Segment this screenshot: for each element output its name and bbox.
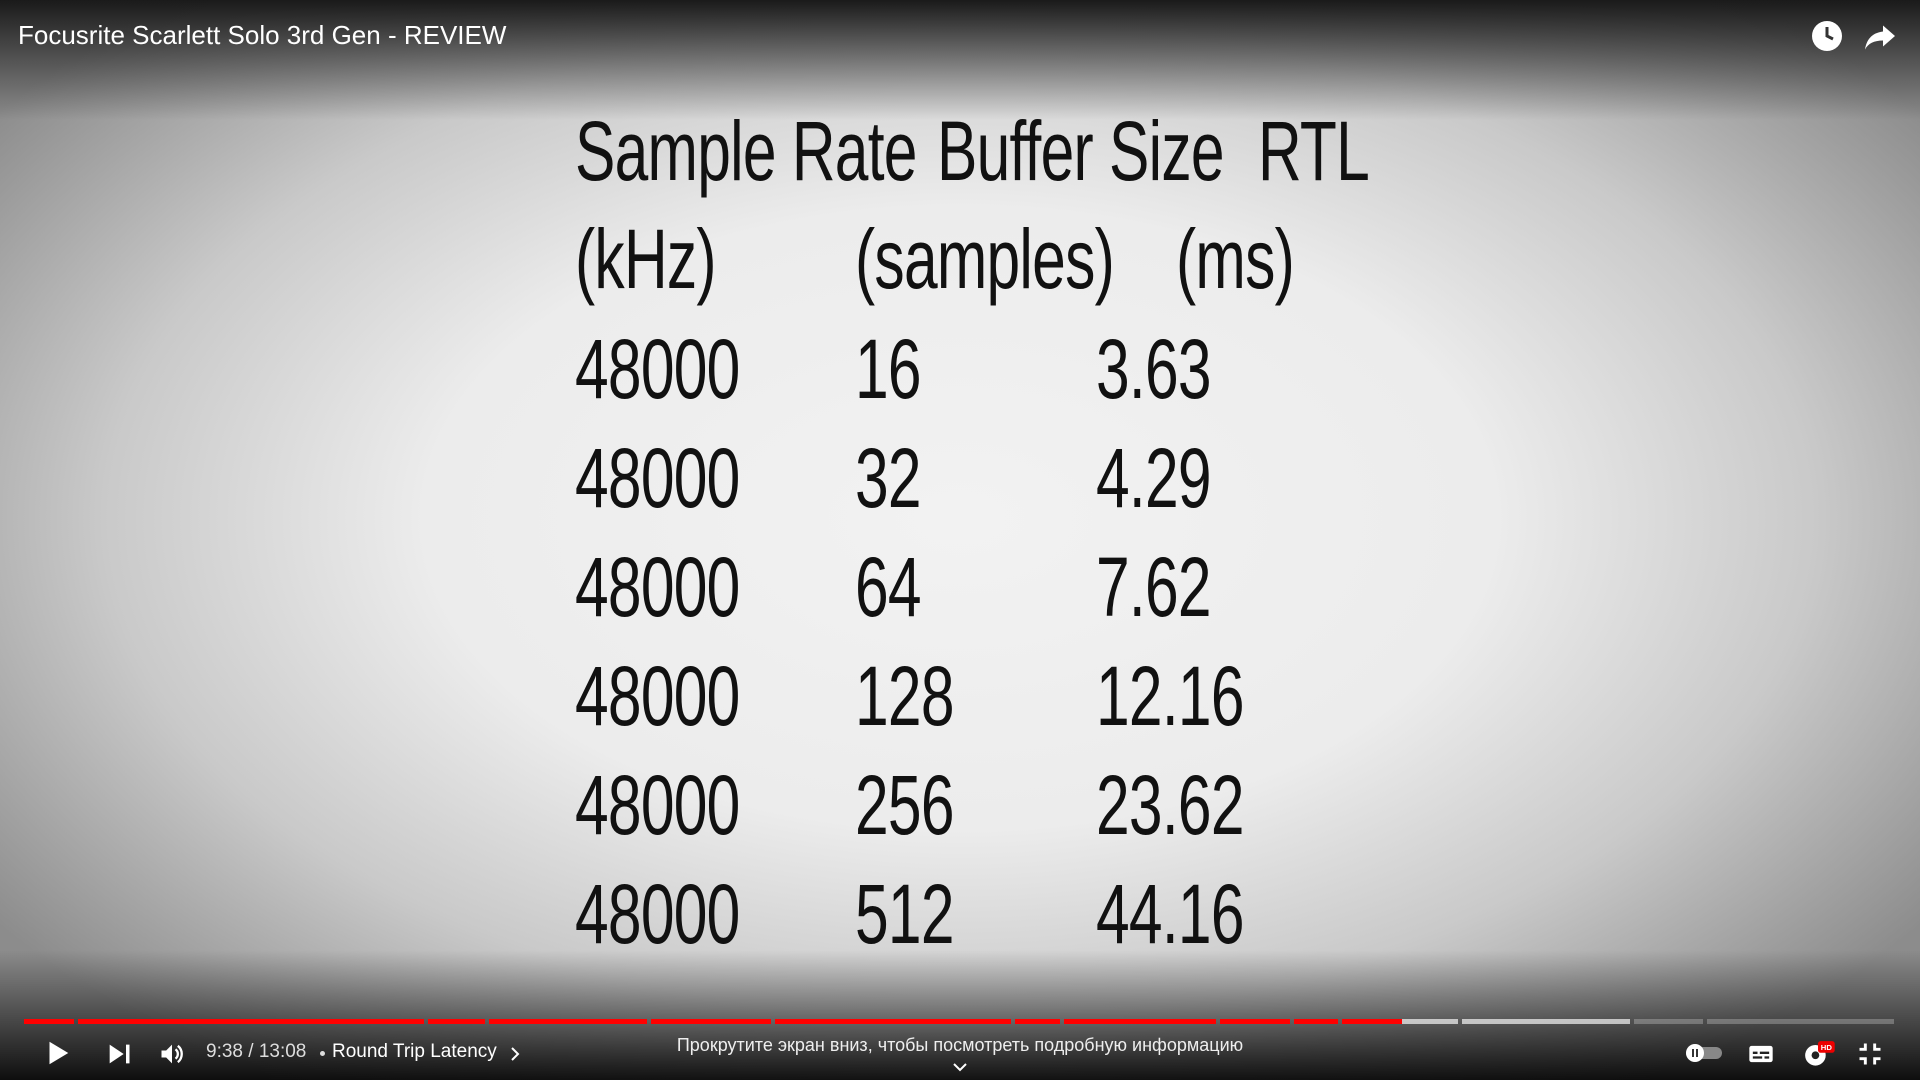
- table-cell: 23.62: [1096, 758, 1244, 852]
- table-cell: 48000: [575, 867, 740, 961]
- top-shade: [0, 0, 1920, 120]
- play-button[interactable]: [42, 1038, 72, 1068]
- svg-text:HD: HD: [1821, 1043, 1833, 1052]
- bottom-shade: [0, 950, 1920, 1080]
- chapter-segment[interactable]: [489, 1019, 647, 1024]
- progress-bar[interactable]: [24, 1019, 1896, 1024]
- chapter-segment[interactable]: [24, 1019, 74, 1024]
- volume-button[interactable]: [158, 1040, 186, 1068]
- separator-dot: [320, 1051, 325, 1056]
- table-cell: 4.29: [1096, 431, 1212, 525]
- chapter-segment[interactable]: [1634, 1019, 1703, 1024]
- table-cell: 48000: [575, 322, 740, 416]
- table-cell: 48000: [575, 431, 740, 525]
- played: [24, 1019, 74, 1024]
- chapter-segment[interactable]: [1707, 1019, 1894, 1024]
- played: [775, 1019, 1011, 1024]
- table-cell: 256: [855, 758, 954, 852]
- table-cell: 12.16: [1096, 649, 1244, 743]
- column-header: Sample Rate: [575, 104, 917, 198]
- played: [1064, 1019, 1216, 1024]
- video-title[interactable]: Focusrite Scarlett Solo 3rd Gen - REVIEW: [18, 20, 507, 50]
- buffered: [1462, 1019, 1630, 1024]
- chapter-segment[interactable]: [428, 1019, 485, 1024]
- table-cell: 7.62: [1096, 540, 1212, 634]
- table-cell: 48000: [575, 540, 740, 634]
- subtitles-button[interactable]: [1746, 1040, 1776, 1068]
- chapter-segment[interactable]: [651, 1019, 771, 1024]
- exit-fullscreen-button[interactable]: [1856, 1040, 1884, 1068]
- autoplay-toggle[interactable]: [1684, 1042, 1724, 1064]
- share-button[interactable]: [1862, 18, 1898, 54]
- settings-button[interactable]: HD: [1800, 1038, 1836, 1070]
- chapter-segment[interactable]: [1220, 1019, 1290, 1024]
- chapter-segment[interactable]: [1064, 1019, 1216, 1024]
- table-cell: 48000: [575, 758, 740, 852]
- column-header: (samples): [855, 212, 1115, 306]
- column-header: (ms): [1176, 212, 1295, 306]
- played: [428, 1019, 485, 1024]
- played: [489, 1019, 647, 1024]
- chapter-segment[interactable]: [78, 1019, 424, 1024]
- played: [1294, 1019, 1338, 1024]
- played: [1220, 1019, 1290, 1024]
- table-cell: 44.16: [1096, 867, 1244, 961]
- chapter-segment[interactable]: [1015, 1019, 1060, 1024]
- played: [78, 1019, 424, 1024]
- table-cell: 32: [855, 431, 922, 525]
- chapter-segment[interactable]: [1342, 1019, 1458, 1024]
- chapter-chevron[interactable]: [508, 1046, 522, 1062]
- chapter-segment[interactable]: [775, 1019, 1011, 1024]
- watch-later-button[interactable]: [1809, 18, 1845, 54]
- next-button[interactable]: [105, 1040, 133, 1068]
- chapter-segment[interactable]: [1294, 1019, 1338, 1024]
- table-cell: 512: [855, 867, 954, 961]
- played: [1015, 1019, 1060, 1024]
- scroll-chevron[interactable]: [950, 1061, 970, 1073]
- chapter-segment[interactable]: [1462, 1019, 1630, 1024]
- table-cell: 128: [855, 649, 954, 743]
- chapter-title[interactable]: Round Trip Latency: [332, 1041, 497, 1062]
- table-cell: 48000: [575, 649, 740, 743]
- column-header: Buffer Size: [937, 104, 1225, 198]
- column-header: (kHz): [575, 212, 717, 306]
- column-header: RTL: [1258, 104, 1370, 198]
- scroll-hint: Прокрутите экран вниз, чтобы посмотреть …: [676, 1035, 1244, 1055]
- time-display: 9:38 / 13:08: [206, 1041, 307, 1062]
- played: [1342, 1019, 1402, 1024]
- table-cell: 16: [855, 322, 922, 416]
- table-cell: 64: [855, 540, 922, 634]
- played: [651, 1019, 771, 1024]
- table-cell: 3.63: [1096, 322, 1212, 416]
